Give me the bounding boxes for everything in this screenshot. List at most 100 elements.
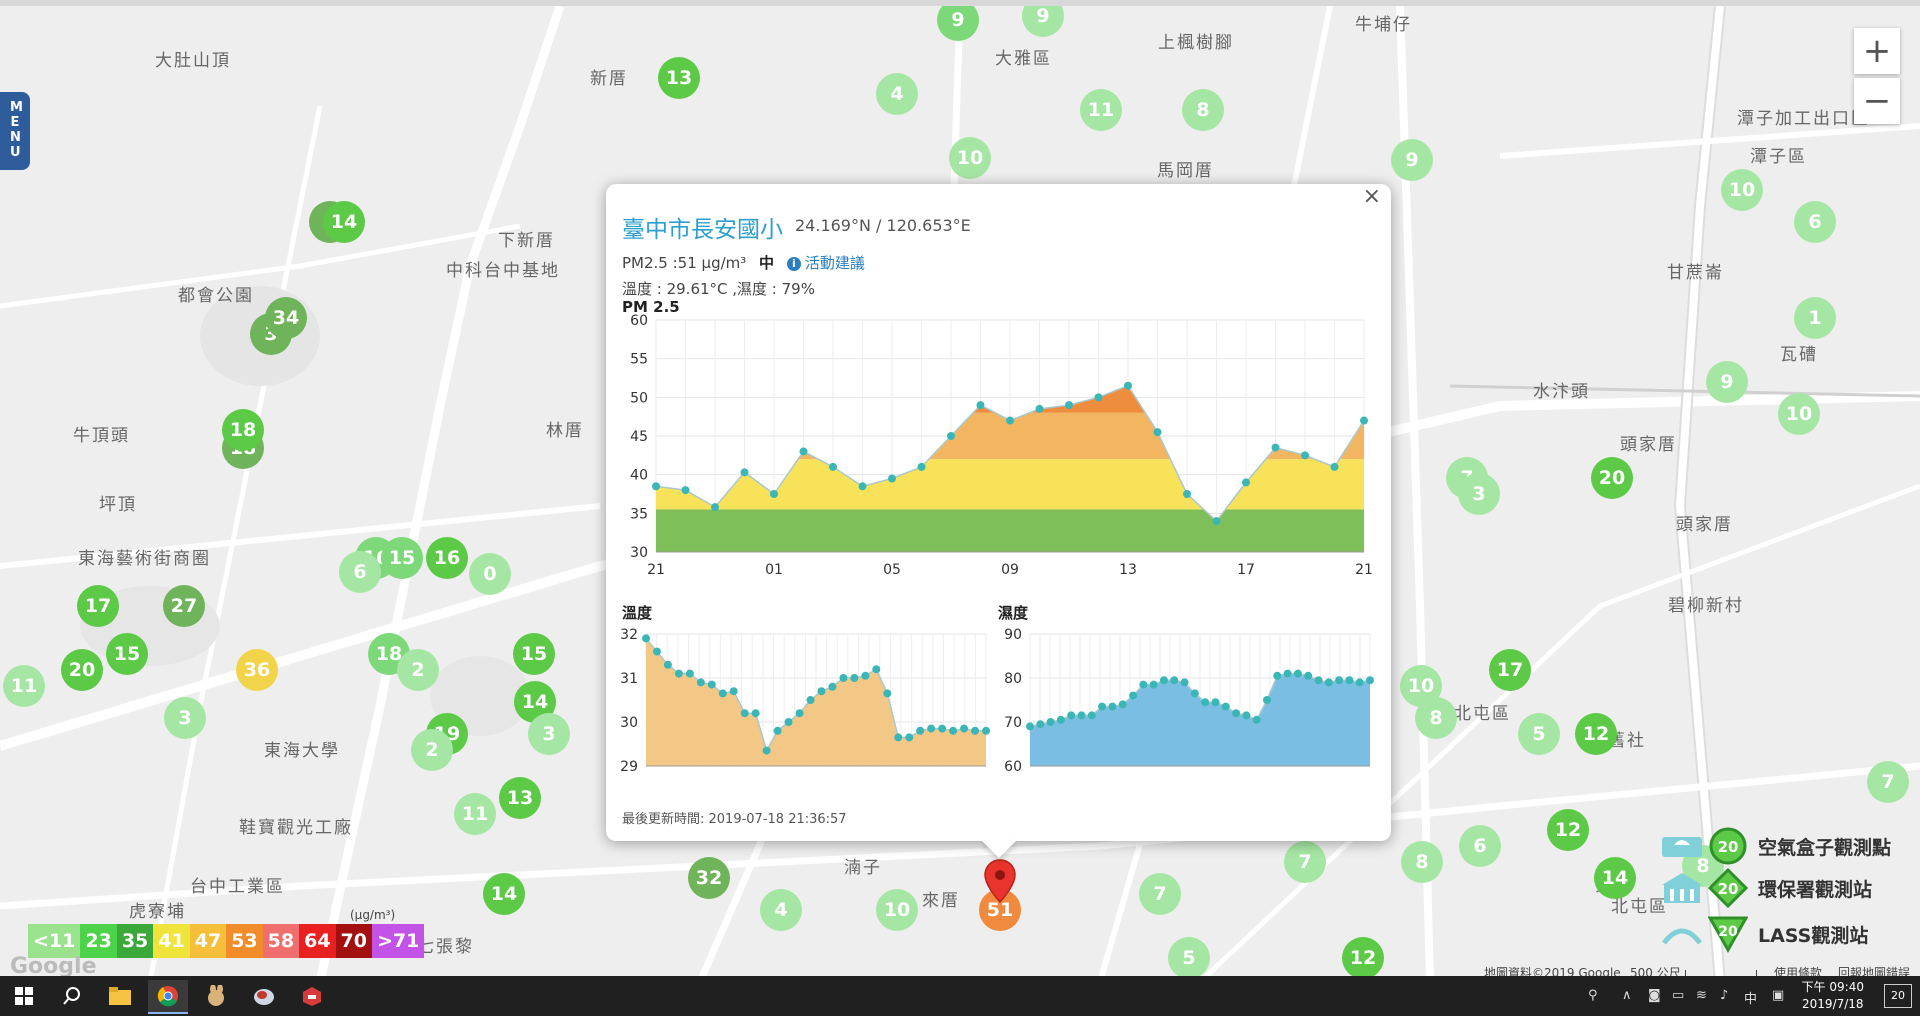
app-icon-1[interactable]	[196, 980, 236, 1012]
x-tick-label: 05	[883, 562, 901, 578]
station-marker[interactable]: 20	[61, 649, 103, 691]
station-marker[interactable]: 7	[1867, 761, 1909, 803]
chrome-icon[interactable]	[148, 980, 188, 1014]
x-tick-label: 17	[1237, 562, 1255, 578]
station-marker[interactable]: 7	[1284, 841, 1326, 883]
station-marker[interactable]: 15	[106, 633, 148, 675]
y-tick-label: 80	[1004, 671, 1022, 687]
x-tick-label: 21	[1355, 562, 1373, 578]
volume-icon[interactable]: ♪	[1720, 988, 1729, 1003]
station-marker[interactable]: 4	[876, 73, 918, 115]
notification-button[interactable]: 20	[1884, 984, 1912, 1008]
station-marker[interactable]: 27	[163, 585, 205, 627]
windows-start-icon[interactable]	[4, 980, 44, 1012]
app-icon-2[interactable]	[244, 980, 284, 1012]
station-marker[interactable]: 11	[454, 793, 496, 835]
station-marker[interactable]: 4	[760, 889, 802, 931]
station-marker[interactable]: 8	[1182, 89, 1224, 131]
station-marker[interactable]: 3	[164, 697, 206, 739]
station-marker[interactable]: 15	[513, 633, 555, 675]
close-icon[interactable]: ×	[1362, 184, 1381, 209]
station-marker[interactable]: 1	[1794, 297, 1836, 339]
security-icon[interactable]: ◙	[1648, 988, 1661, 1003]
station-marker[interactable]: 17	[1489, 649, 1531, 691]
station-marker[interactable]: 12	[1547, 809, 1589, 851]
station-marker[interactable]: 12	[1575, 713, 1617, 755]
activity-advice-link[interactable]: 活動建議	[804, 254, 865, 272]
station-marker[interactable]: 32	[688, 857, 730, 899]
data-point	[1273, 671, 1282, 680]
station-marker[interactable]: 2	[411, 729, 453, 771]
station-marker[interactable]: 6	[339, 551, 381, 593]
wave-icon	[1662, 928, 1702, 945]
chevron-up-icon[interactable]: ∧	[1622, 988, 1632, 1003]
data-point	[674, 669, 683, 678]
terms-link[interactable]: 使用條款	[1774, 966, 1823, 976]
station-marker[interactable]: 9	[1391, 139, 1433, 181]
place-label: 上楓樹腳	[1158, 33, 1234, 53]
station-marker[interactable]: 6	[1794, 201, 1836, 243]
data-point	[888, 474, 896, 483]
search-icon[interactable]	[52, 980, 92, 1012]
station-marker[interactable]: 10	[1400, 665, 1442, 707]
station-marker[interactable]: 10	[1778, 393, 1820, 435]
data-point	[1046, 718, 1055, 726]
station-marker[interactable]: 5	[1518, 713, 1560, 755]
battery-icon[interactable]: ▭	[1672, 988, 1685, 1003]
station-marker[interactable]: 9	[1706, 361, 1748, 403]
people-icon[interactable]: ⚲	[1588, 988, 1598, 1003]
data-point	[784, 718, 793, 726]
data-point	[1335, 676, 1344, 685]
data-point	[751, 709, 760, 718]
station-marker[interactable]: 8	[1401, 841, 1443, 883]
station-marker[interactable]: 6	[1459, 825, 1501, 867]
location-pin-icon[interactable]	[983, 858, 1017, 904]
file-explorer-icon[interactable]	[100, 980, 140, 1012]
station-marker[interactable]: 14	[323, 201, 365, 243]
ime-indicator[interactable]: 中	[1744, 992, 1758, 1007]
station-marker[interactable]: 20	[1591, 457, 1633, 499]
info-icon[interactable]: i	[786, 257, 801, 271]
station-marker[interactable]: 17	[77, 585, 119, 627]
station-marker[interactable]: 2	[397, 649, 439, 691]
data-point	[1124, 381, 1132, 390]
station-marker[interactable]: 14	[1594, 857, 1636, 899]
station-marker[interactable]: 10	[1721, 169, 1763, 211]
station-marker[interactable]: 13	[658, 57, 700, 99]
data-point	[1065, 401, 1073, 410]
station-marker[interactable]: 3	[528, 713, 570, 755]
data-point	[1221, 702, 1230, 711]
station-marker[interactable]: 0	[469, 553, 511, 595]
app-icon-3[interactable]	[292, 980, 332, 1012]
station-marker[interactable]: 16	[426, 537, 468, 579]
station-marker[interactable]: 11	[3, 665, 45, 707]
keyboard-icon[interactable]: ▣	[1772, 988, 1785, 1003]
zoom-in-button[interactable]: +	[1854, 28, 1900, 74]
station-marker[interactable]: 3	[1458, 473, 1500, 515]
data-point	[652, 482, 660, 491]
station-marker[interactable]: 13	[499, 777, 541, 819]
place-label: 中科台中基地	[446, 261, 560, 281]
station-marker[interactable]: 7	[1139, 873, 1181, 915]
station-marker[interactable]: 12	[1342, 937, 1384, 976]
station-marker[interactable]: 11	[1080, 89, 1122, 131]
station-marker[interactable]: 18	[222, 409, 264, 451]
data-point	[1242, 478, 1250, 487]
station-marker[interactable]: 8	[1415, 697, 1457, 739]
station-marker[interactable]: 5	[1168, 937, 1210, 976]
report-error-link[interactable]: 回報地圖錯誤	[1838, 966, 1911, 976]
station-marker[interactable]: 10	[949, 137, 991, 179]
menu-tab[interactable]: MENU	[0, 92, 30, 170]
zoom-out-button[interactable]: −	[1854, 78, 1900, 124]
station-marker[interactable]: 14	[483, 873, 525, 915]
wifi-icon[interactable]: ≋	[1696, 988, 1707, 1003]
data-point	[1345, 676, 1354, 685]
map-view[interactable]: 大肚山頂 新厝 大雅區 上楓樹腳 牛埔仔 潭子加工出口區 潭子區 馬岡厝 下新厝 中科台中基地 都會…	[0, 0, 1920, 976]
station-marker[interactable]: 36	[236, 649, 278, 691]
station-marker[interactable]: 10	[876, 889, 918, 931]
clock[interactable]: 下午 09:40 2019/7/18	[1802, 979, 1864, 1013]
station-marker[interactable]: 9	[937, 6, 979, 41]
place-label: 虎寮埔	[129, 902, 186, 922]
station-marker[interactable]: 15	[381, 537, 423, 579]
station-marker[interactable]: 34	[265, 297, 307, 339]
